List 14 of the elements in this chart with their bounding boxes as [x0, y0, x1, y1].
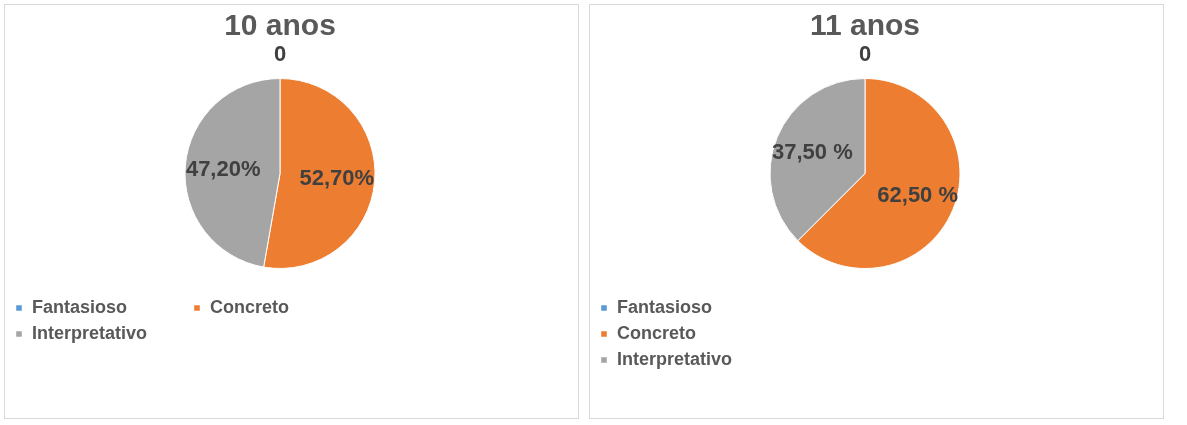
text: 0 — [273, 40, 287, 66]
legend-label: Concreto — [617, 323, 697, 343]
chart-title: 11 anos — [809, 7, 921, 41]
text: 0 — [858, 40, 872, 66]
data-label: 52,70% — [299, 165, 375, 191]
legend-label: Interpretativo — [32, 323, 148, 343]
legend-label: Fantasioso — [617, 297, 713, 317]
chart-title: 10 anos — [224, 7, 336, 41]
legend-label: Fantasioso — [32, 297, 128, 317]
legend-label: Concreto — [210, 297, 290, 317]
legend-label: Interpretativo — [617, 349, 733, 369]
data-label: 47,20% — [185, 155, 261, 181]
data-label: 62,50 % — [877, 182, 959, 208]
data-label: 37,50 % — [771, 138, 853, 164]
